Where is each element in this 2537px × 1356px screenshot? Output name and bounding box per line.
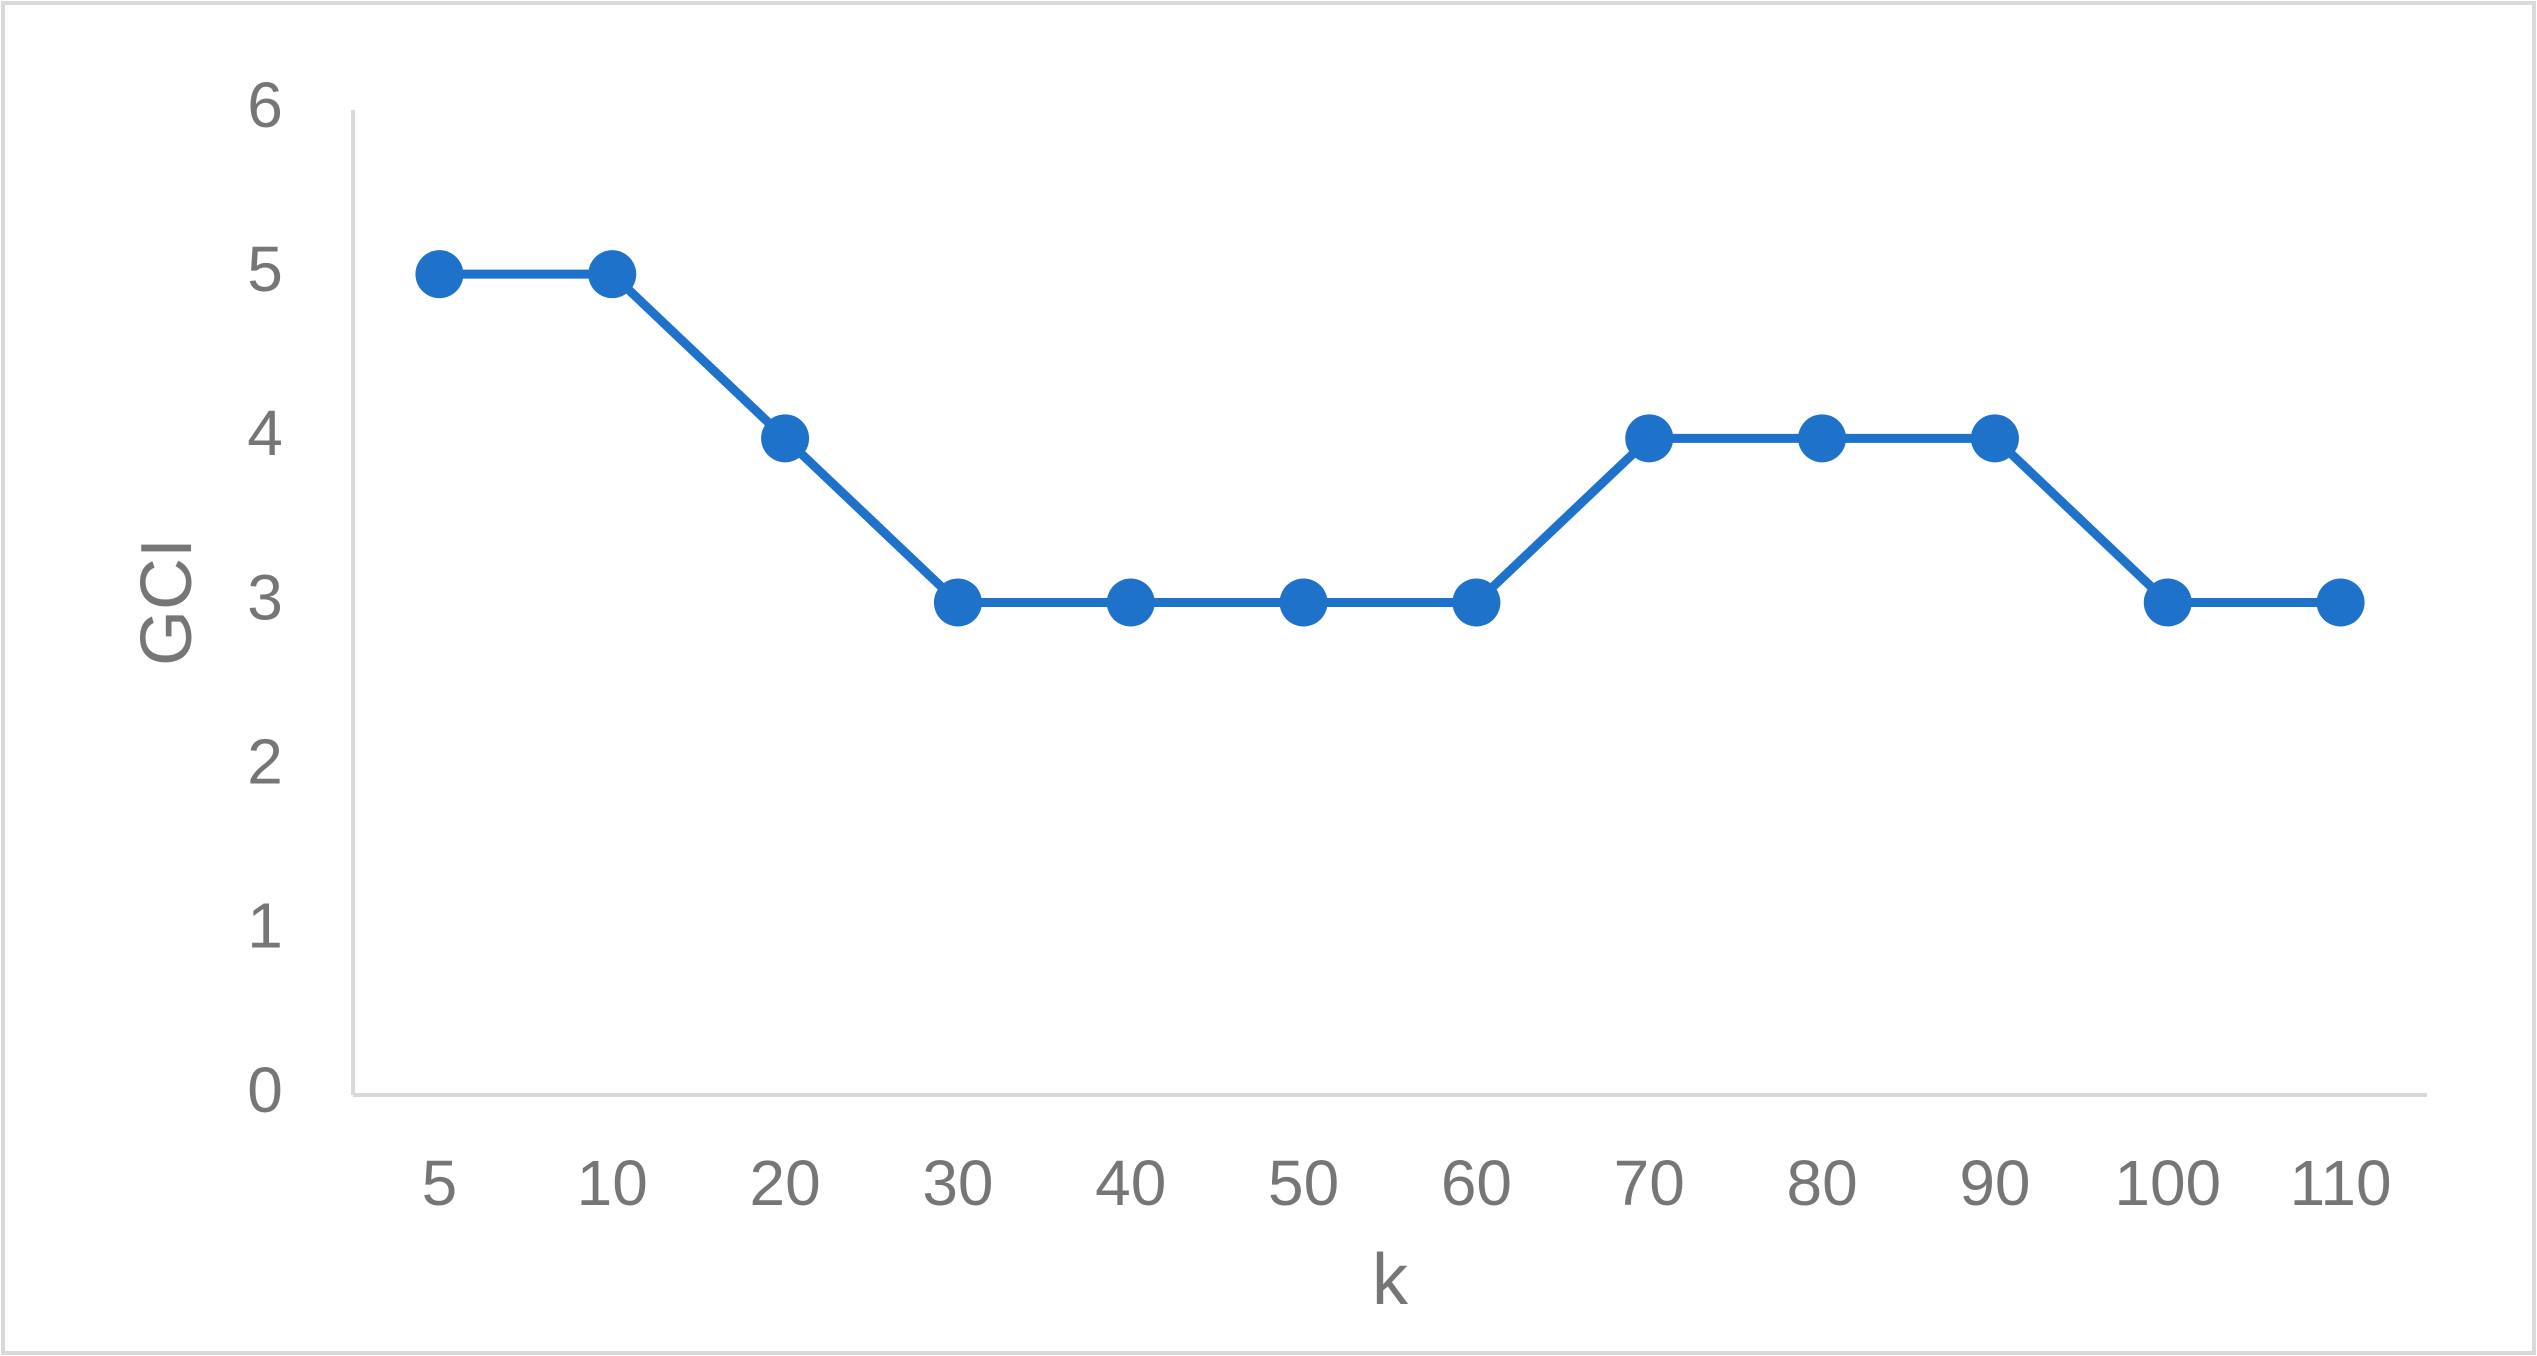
data-point [1106,578,1155,627]
x-tick-label: 50 [1268,1147,1339,1219]
x-tick-label: 80 [1786,1147,1857,1219]
x-tick-label: 70 [1614,1147,1685,1219]
data-point [1798,414,1847,463]
data-point [761,414,810,463]
data-point [1970,414,2019,463]
y-tick-label: 5 [247,233,283,305]
data-point [933,578,982,627]
data-point [2143,578,2192,627]
x-tick-label: 10 [577,1147,648,1219]
y-tick-label: 3 [247,561,283,633]
y-tick-label: 6 [247,69,283,141]
x-tick-label: 20 [749,1147,820,1219]
data-point [1625,414,1674,463]
series-line [439,269,2341,607]
x-tick-label: 40 [1095,1147,1166,1219]
y-tick-label: 4 [247,397,283,469]
y-tick-label: 0 [247,1054,283,1126]
x-tick-label: 60 [1441,1147,1512,1219]
data-point [415,250,464,299]
data-point [1452,578,1501,627]
y-axis-label: GCI [127,538,207,666]
x-tick-label: 30 [922,1147,993,1219]
data-point [1279,578,1328,627]
y-tick-label: 2 [247,726,283,798]
x-tick-label: 90 [1959,1147,2030,1219]
y-tick-label: 1 [247,890,283,962]
data-point [588,250,637,299]
data-point [2316,578,2365,627]
x-tick-label: 110 [2290,1147,2392,1219]
x-tick-label: 100 [2114,1147,2221,1219]
x-axis-label: k [1372,1240,1409,1320]
x-tick-label: 5 [422,1147,458,1219]
